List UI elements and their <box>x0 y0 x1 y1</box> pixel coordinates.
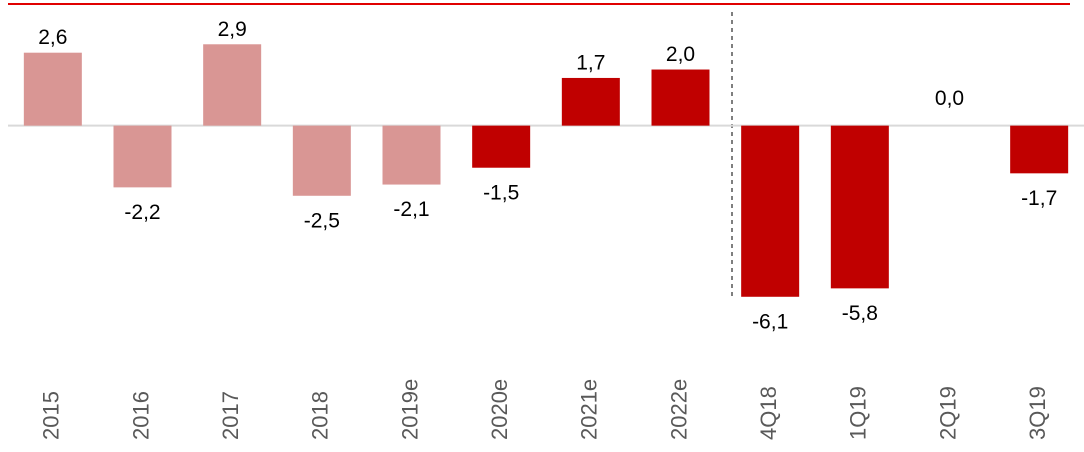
bar <box>1010 125 1069 174</box>
bar <box>651 69 710 126</box>
value-label: 2,6 <box>38 26 67 49</box>
x-tick-label: 2Q19 <box>935 386 960 440</box>
x-tick-label: 2020e <box>487 379 512 440</box>
bar <box>113 125 172 188</box>
x-tick-label: 2018 <box>308 391 333 440</box>
bar <box>472 125 531 168</box>
bar <box>830 125 889 289</box>
x-tick-label: 1Q19 <box>846 386 871 440</box>
x-tick-label: 2015 <box>39 391 64 440</box>
value-label: 2,9 <box>218 18 247 41</box>
x-tick-label: 4Q18 <box>756 386 781 440</box>
bar <box>23 52 82 126</box>
value-label: -2,5 <box>304 209 340 232</box>
value-label: -5,8 <box>842 302 878 325</box>
x-tick-label: 2017 <box>218 391 243 440</box>
bar <box>292 125 351 196</box>
value-label: -2,2 <box>124 201 160 224</box>
value-label: -1,7 <box>1021 187 1057 210</box>
value-label: -1,5 <box>483 181 519 204</box>
bar <box>741 125 800 297</box>
x-tick-label: 2021e <box>577 379 602 440</box>
x-tick-label: 2022e <box>666 379 691 440</box>
value-label: -6,1 <box>752 310 788 333</box>
x-tick-label: 2016 <box>128 391 153 440</box>
bar <box>382 125 441 185</box>
value-label: 2,0 <box>666 43 695 66</box>
value-label: -2,1 <box>393 198 429 221</box>
bar <box>561 77 620 126</box>
x-tick-label: 2019e <box>397 379 422 440</box>
bar <box>203 44 262 126</box>
value-label: 1,7 <box>576 51 605 74</box>
x-tick-label: 3Q19 <box>1025 386 1050 440</box>
value-label: 0,0 <box>935 87 964 110</box>
